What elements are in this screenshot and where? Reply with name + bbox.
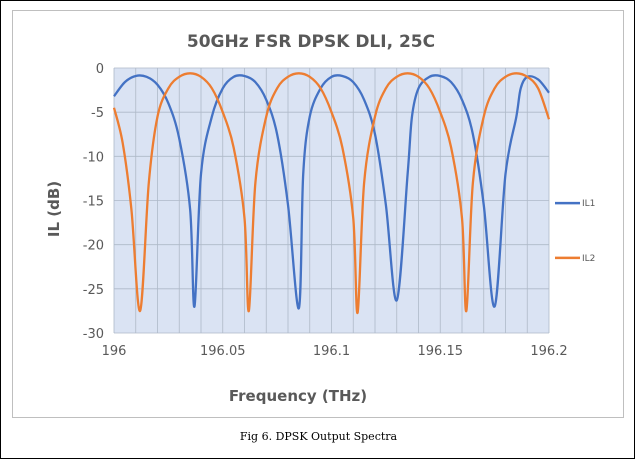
- chart-title: 50GHz FSR DPSK DLI, 25C: [187, 32, 435, 52]
- series-lines: [112, 72, 551, 314]
- legend-label-il2: IL2: [582, 254, 595, 264]
- y-tick-label: -15: [83, 195, 104, 210]
- y-tick-label: -30: [83, 327, 104, 342]
- legend: IL1 IL2: [555, 199, 595, 264]
- chart-svg: 50GHz FSR DPSK DLI, 25C 0 -5 -10 -15 -20 -25 -…: [45, 32, 595, 405]
- x-tick-label: 196: [102, 344, 127, 359]
- series-line-il1: [113, 74, 550, 310]
- y-tick-label: -20: [83, 239, 104, 254]
- y-tick-label: 0: [96, 62, 104, 77]
- chart-area: 50GHz FSR DPSK DLI, 25C 0 -5 -10 -15 -20 -25 -…: [12, 10, 624, 418]
- x-tick-labels: 196 196.05 196.1 196.15 196.2: [102, 344, 568, 359]
- y-tick-label: -5: [91, 106, 104, 121]
- x-tick-label: 196.15: [418, 344, 464, 359]
- y-tick-label: -10: [83, 150, 104, 165]
- y-tick-labels: 0 -5 -10 -15 -20 -25 -30: [83, 62, 104, 342]
- y-axis-title: IL (dB): [45, 181, 63, 237]
- x-tick-label: 196.1: [313, 344, 350, 359]
- legend-label-il1: IL1: [582, 199, 595, 209]
- series-line-il2: [112, 72, 551, 314]
- x-axis-title: Frequency (THz): [229, 387, 367, 405]
- figure-caption: Fig 6. DPSK Output Spectra: [239, 430, 398, 443]
- x-tick-label: 196.05: [200, 344, 246, 359]
- x-tick-label: 196.2: [530, 344, 567, 359]
- y-tick-label: -25: [83, 283, 104, 298]
